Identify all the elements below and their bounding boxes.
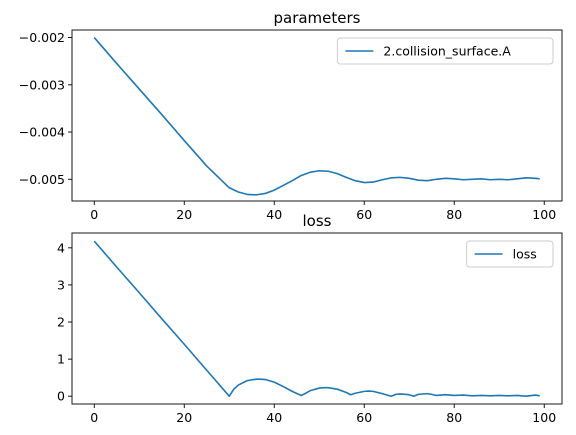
x-tick-label: 40 — [266, 410, 282, 425]
series-line-loss — [93, 240, 540, 398]
legend-label: loss — [513, 247, 537, 262]
x-tick-label: 80 — [446, 207, 462, 222]
y-tick-label: 0 — [57, 389, 65, 404]
x-tick-label: 0 — [90, 410, 98, 425]
legend-box — [466, 240, 554, 268]
y-tick-label: −0.005 — [19, 172, 65, 187]
x-tick-label: 20 — [176, 207, 192, 222]
y-tick-label: 4 — [57, 240, 65, 255]
x-tick-label: 40 — [266, 207, 282, 222]
loss-plot-area: 0 20 40 60 80 100 0 1 2 3 4 loss — [57, 232, 563, 425]
legend-label: 2.collision_surface.A — [383, 44, 511, 59]
loss-title: loss — [303, 212, 332, 230]
x-tick-label: 100 — [532, 410, 556, 425]
y-tick-label: −0.004 — [19, 125, 65, 140]
y-tick-label: 2 — [57, 315, 65, 330]
axes-frame — [71, 29, 563, 202]
parameters-title: parameters — [273, 9, 360, 27]
axes-frame — [71, 232, 563, 405]
loss-axes: loss 0 20 40 60 80 100 0 1 2 3 4 loss — [57, 212, 563, 425]
legend: 2.collision_surface.A — [336, 37, 554, 65]
y-tick-label: −0.003 — [19, 77, 65, 92]
x-tick-label: 60 — [356, 207, 372, 222]
x-tick-label: 60 — [356, 410, 372, 425]
x-tick-label: 20 — [176, 410, 192, 425]
parameters-axes: parameters 0 20 40 60 80 100 −0.002 −0.003 −0.00… — [19, 9, 563, 222]
parameters-plot-area: 0 20 40 60 80 100 −0.002 −0.003 −0.004 −0.005 2.co… — [19, 29, 563, 222]
x-tick-label: 100 — [532, 207, 556, 222]
series-line-parameter — [93, 37, 540, 196]
y-tick-label: 1 — [57, 352, 65, 367]
y-tick-label: 3 — [57, 277, 65, 292]
y-tick-label: −0.002 — [19, 30, 65, 45]
x-tick-label: 0 — [90, 207, 98, 222]
legend: loss — [466, 240, 554, 268]
legend-box — [336, 37, 554, 65]
x-tick-label: 80 — [446, 410, 462, 425]
